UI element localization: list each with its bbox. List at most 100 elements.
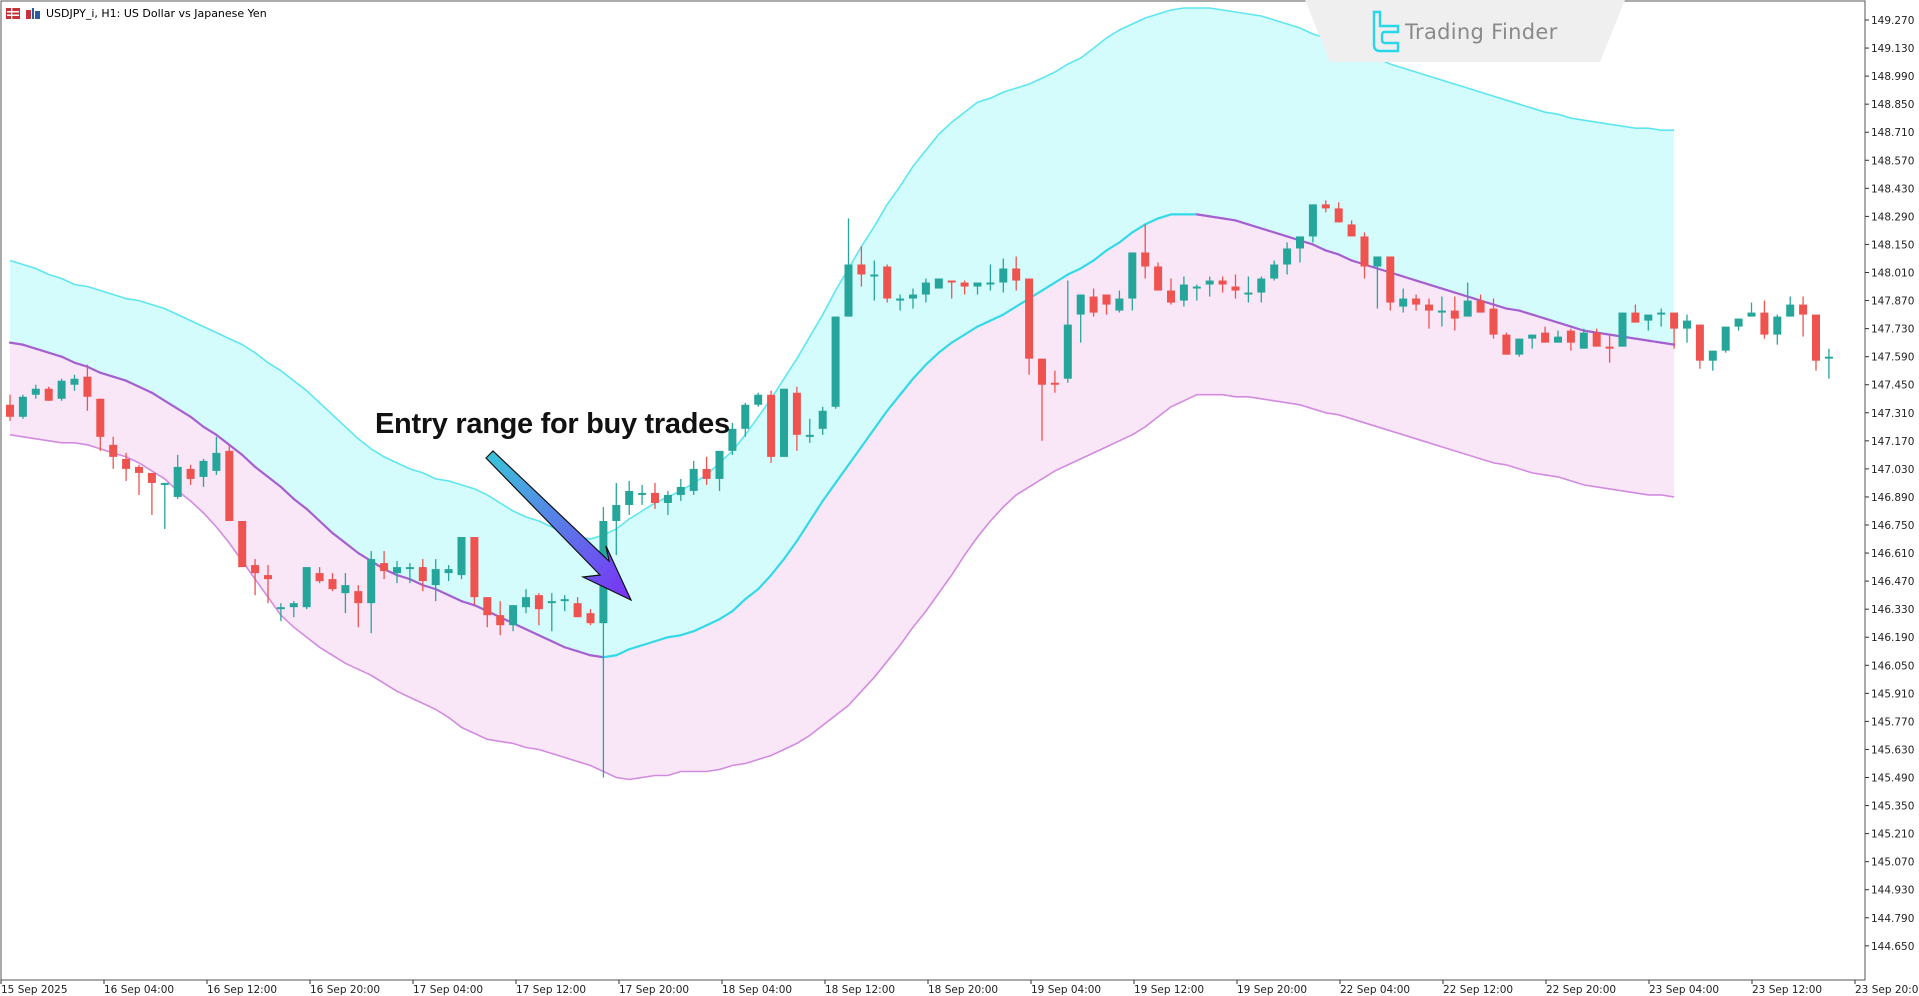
candle (1786, 296, 1795, 317)
lower-band-fill (10, 214, 1675, 780)
price-axis[interactable]: 149.270 149.130 148.990 148.850 148.710 148.5… (1865, 15, 1914, 953)
middle-line-segment (1247, 223, 1263, 230)
middle-line-segment (808, 499, 824, 523)
middle-line-segment (1118, 231, 1134, 244)
one-click-trading-icon[interactable] (26, 7, 40, 19)
time-tick-label: 22 Sep 20:00 (1546, 984, 1616, 996)
candle (689, 460, 698, 495)
candle (1605, 334, 1614, 363)
middle-line-segment (769, 557, 786, 577)
candle (1592, 328, 1601, 347)
middle-line-segment (834, 463, 850, 485)
candle (186, 464, 195, 485)
middle-line-segment (1647, 339, 1663, 344)
middle-line-segment (1324, 249, 1340, 256)
candle (767, 390, 776, 463)
candle (444, 565, 453, 582)
middle-line-segment (950, 333, 966, 344)
time-tick-label: 19 Sep 12:00 (1134, 984, 1204, 996)
middle-line-segment (576, 650, 592, 657)
candle (496, 601, 505, 636)
candle (328, 573, 337, 592)
middle-line-segment (898, 377, 915, 396)
candle (1012, 256, 1021, 291)
middle-line-segment (1156, 213, 1173, 220)
candle (1141, 224, 1150, 279)
middle-line-segment (228, 443, 244, 456)
middle-line-segment (847, 445, 863, 466)
candle (1773, 314, 1782, 345)
watermark-panel (1300, 0, 1630, 66)
candle (1812, 314, 1820, 371)
middle-line-segment (1105, 241, 1121, 252)
time-tick-label: 18 Sep 20:00 (928, 984, 998, 996)
middle-line-segment (602, 654, 618, 659)
middle-line-segment (279, 485, 295, 501)
middle-line-segment (1131, 223, 1147, 234)
candle (934, 278, 943, 289)
middle-line-segment (924, 351, 940, 366)
candle (1579, 328, 1588, 349)
time-tick-label: 17 Sep 04:00 (413, 984, 483, 996)
candle (534, 593, 543, 626)
middle-line-segment (1492, 303, 1508, 310)
candle (1683, 314, 1691, 343)
price-tick-label: 145.630 (1871, 744, 1914, 756)
candle (264, 565, 272, 604)
candle (1257, 276, 1266, 303)
candle (1102, 294, 1111, 315)
middle-line-segment (1092, 249, 1108, 262)
candle (1296, 236, 1304, 263)
middle-line-segment (99, 371, 115, 378)
candle (1347, 220, 1356, 237)
middle-line-segment (1053, 273, 1069, 284)
price-tick-label: 146.050 (1871, 660, 1914, 672)
candle (354, 585, 363, 628)
chart-menu-icon[interactable] (6, 7, 20, 19)
middle-line-segment (1311, 243, 1327, 252)
candle (315, 567, 324, 584)
middle-line-segment (1079, 259, 1095, 270)
time-axis[interactable]: 15 Sep 2025 16 Sep 04:00 16 Sep 12:00 16 Se… (0, 980, 1919, 996)
middle-line-segment (1634, 337, 1650, 342)
candle (173, 454, 182, 499)
candle (225, 444, 234, 521)
candle (1476, 294, 1485, 313)
candle (1115, 290, 1124, 313)
candle (728, 422, 737, 455)
candle (1824, 348, 1833, 379)
middle-line-segment (176, 407, 192, 418)
price-tick-label: 147.310 (1871, 408, 1914, 420)
price-tick-label: 148.570 (1871, 155, 1914, 167)
candle (1618, 312, 1627, 347)
middle-line-segment (937, 341, 953, 354)
candle (909, 288, 917, 309)
price-tick-label: 148.150 (1871, 239, 1914, 251)
middle-line-segment (782, 539, 799, 561)
middle-line-segment (112, 375, 128, 382)
time-tick-label: 18 Sep 04:00 (722, 984, 792, 996)
time-tick-label: 22 Sep 12:00 (1443, 984, 1513, 996)
candle (1038, 358, 1046, 441)
middle-line-segment (653, 636, 670, 643)
candle (1283, 242, 1292, 275)
middle-line-segment (963, 325, 979, 336)
middle-line-segment (795, 519, 811, 543)
time-tick-label: 19 Sep 20:00 (1237, 984, 1307, 996)
plot-border (0, 0, 1866, 981)
price-tick-label: 146.190 (1871, 632, 1914, 644)
candle (109, 436, 118, 469)
middle-line-segment (640, 640, 657, 647)
candle (1450, 296, 1459, 331)
middle-line-segment (692, 624, 708, 633)
candle (1528, 334, 1537, 349)
middle-line-segment (1440, 287, 1456, 294)
price-tick-label: 145.350 (1871, 801, 1914, 813)
candle (1270, 260, 1279, 281)
price-tick-label: 145.070 (1871, 857, 1914, 869)
middle-line-segment (1427, 283, 1444, 290)
middle-line-segment (189, 415, 205, 428)
candle (6, 394, 14, 421)
